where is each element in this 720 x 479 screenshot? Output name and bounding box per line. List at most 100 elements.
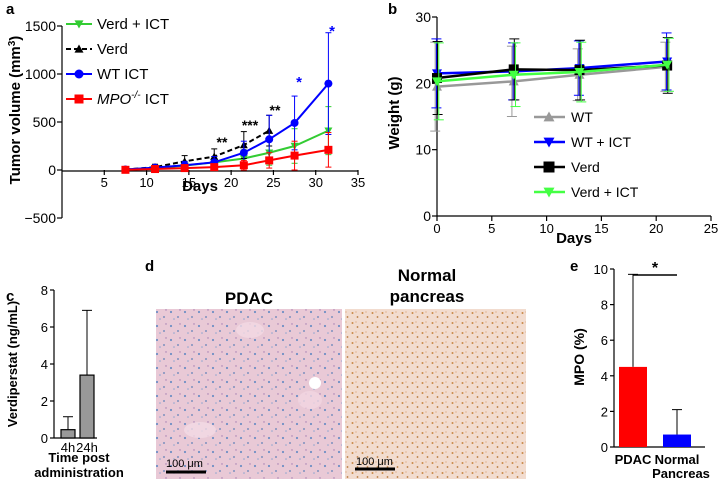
bar <box>60 429 76 439</box>
x-tick-label: 20 <box>224 175 238 190</box>
y-tick-label: 8 <box>41 283 48 298</box>
panel-e: e MPO (%) 10 8 6 4 2 0 * PDAC Normal Pancreas <box>570 258 710 479</box>
image-title-right-line2: pancreas <box>390 287 465 306</box>
bar-group <box>619 273 691 447</box>
tissue-region <box>236 322 264 338</box>
image-title-left: PDAC <box>225 289 273 308</box>
x-axis-title: Days <box>182 178 218 195</box>
y-tick-label: 10 <box>415 142 431 158</box>
panel-c: c Verdiperstat (ng/mL) 8 6 4 2 0 4h 24h Time … <box>5 283 124 479</box>
tissue-region <box>298 391 322 409</box>
sig-mark: * <box>329 23 335 40</box>
legend-label: WT <box>571 109 593 125</box>
x-tick-label: 20 <box>649 221 663 236</box>
data-point-marker <box>543 161 555 173</box>
data-point-marker <box>432 77 442 87</box>
data-point-marker <box>74 20 84 29</box>
data-point-marker <box>508 76 519 86</box>
data-point-marker <box>74 94 84 104</box>
y-tick-label: 0 <box>41 431 48 446</box>
series-line <box>125 82 330 171</box>
y-axis-title: Tumor volume (mm3) <box>7 36 24 185</box>
y-tick-label: 500 <box>33 114 57 130</box>
x-tick-label: 5 <box>101 175 108 190</box>
series-3 <box>121 132 333 174</box>
series-line <box>125 148 329 171</box>
y-tick-labels: 30 20 10 0 <box>415 9 431 224</box>
data-point-marker <box>508 64 519 75</box>
y-tick-label: 20 <box>415 75 431 91</box>
legend-label: WT + ICT <box>571 134 631 150</box>
scale-bar-label-right: 100 μm <box>356 456 393 468</box>
data-point-marker <box>543 187 555 198</box>
data-point-marker <box>239 148 248 157</box>
data-point-marker <box>180 164 189 173</box>
data-point-marker <box>662 60 673 70</box>
y-tick-label: 6 <box>601 333 608 348</box>
y-tick-labels: 10 8 6 4 2 0 <box>594 262 608 455</box>
y-tick-label: 8 <box>601 298 608 313</box>
legend-label: Verd + ICT <box>97 16 169 33</box>
y-tick-labels: 1500 1000 500 0 −500 <box>24 18 56 226</box>
sig-mark: ** <box>217 134 228 150</box>
data-point-marker <box>324 79 333 88</box>
x-tick-label: 10 <box>539 221 553 236</box>
x-tick-label: 10 <box>139 175 153 190</box>
y-tick-label: −500 <box>24 210 56 226</box>
x-tick-marks <box>103 170 359 175</box>
sig-mark: ** <box>270 102 281 118</box>
data-point-marker <box>151 165 160 174</box>
sig-mark: * <box>296 74 302 91</box>
y-tick-label: 10 <box>594 262 608 277</box>
legend: Verd + ICT Verd WT ICT MPO-/- ICT <box>66 16 169 108</box>
panel-letter: e <box>570 258 578 275</box>
image-title-right-line1: Normal <box>398 266 457 285</box>
data-point-marker <box>239 161 248 170</box>
data-point-marker <box>290 151 299 160</box>
y-tick-label: 2 <box>601 404 608 419</box>
y-tick-marks <box>610 268 614 448</box>
y-tick-label: 1000 <box>25 66 56 82</box>
panel-letter: b <box>388 1 397 18</box>
panel-letter: a <box>6 1 15 18</box>
data-point-marker <box>121 165 130 174</box>
y-tick-label: 4 <box>41 357 48 372</box>
y-tick-marks <box>50 289 54 439</box>
y-tick-label: 0 <box>601 440 608 455</box>
series-group <box>430 32 674 132</box>
y-tick-label: 30 <box>415 9 431 25</box>
x-axis-title: Days <box>556 230 592 247</box>
y-tick-label: 0 <box>48 162 56 178</box>
data-point-marker <box>74 44 84 53</box>
data-point-marker <box>324 145 333 154</box>
y-tick-label: 4 <box>601 369 608 384</box>
x-tick-labels: 5 10 15 20 25 30 35 <box>101 175 366 190</box>
y-tick-label: 1500 <box>25 18 56 34</box>
series-3 <box>432 37 674 121</box>
bar <box>79 374 95 439</box>
legend-label: Verd + ICT <box>571 184 639 200</box>
y-tick-label: 2 <box>41 394 48 409</box>
category-label: PDAC <box>615 452 652 467</box>
data-point-marker <box>265 135 274 144</box>
y-tick-label: 6 <box>41 320 48 335</box>
panel-d: d PDAC Normal pancreas 100 μm 100 μm <box>145 258 526 479</box>
data-point-marker <box>210 163 219 172</box>
category-label: Normal <box>655 452 700 467</box>
bar-group: 4h 24h <box>60 309 98 455</box>
x-tick-label: 25 <box>704 221 718 236</box>
legend: WT WT + ICT Verd Verd + ICT <box>534 109 639 200</box>
x-tick-label: 15 <box>182 175 196 190</box>
data-point-marker <box>543 111 555 122</box>
legend-label: WT ICT <box>97 66 148 83</box>
series-2 <box>432 37 673 116</box>
x-axis-title-line2: administration <box>34 465 124 479</box>
y-axis-title: MPO (%) <box>571 328 587 386</box>
data-point-marker <box>574 68 585 78</box>
data-point-marker <box>265 156 274 165</box>
x-tick-label: 15 <box>594 221 608 236</box>
y-tick-marks <box>57 25 62 219</box>
data-point-marker <box>543 137 555 148</box>
